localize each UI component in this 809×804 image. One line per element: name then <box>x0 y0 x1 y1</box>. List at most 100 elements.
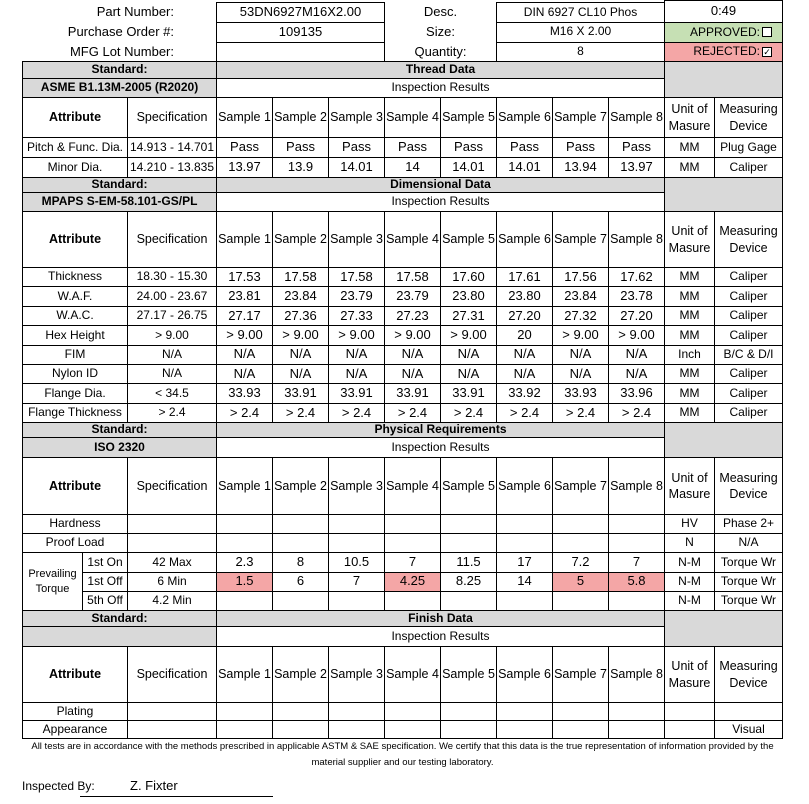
column-header: Attribute <box>22 211 128 268</box>
group-label: Prevailing Torque <box>22 552 83 611</box>
column-header: Sample 3 <box>328 97 385 138</box>
sample-value <box>496 720 553 739</box>
sample-value <box>552 702 609 721</box>
sample-value: 23.79 <box>328 286 385 307</box>
sample-value <box>552 720 609 739</box>
unit: N-M <box>664 571 715 592</box>
column-header: Sample 7 <box>552 211 609 268</box>
column-header: Sample 1 <box>216 211 273 268</box>
field-value: DIN 6927 CL10 Phos <box>496 2 665 23</box>
sample-value: 20 <box>496 325 553 346</box>
device: Phase 2+ <box>714 514 783 535</box>
column-header: Sample 4 <box>384 97 441 138</box>
column-header: Sample 3 <box>328 211 385 268</box>
checkbox: ✓ <box>762 47 772 57</box>
sample-value <box>216 533 273 554</box>
specification <box>127 702 217 721</box>
column-header: Sample 5 <box>440 646 497 703</box>
column-header: Sample 8 <box>608 97 665 138</box>
results-label: Inspection Results <box>216 626 665 647</box>
column-header: Sample 3 <box>328 646 385 703</box>
sample-value <box>384 720 441 739</box>
specification <box>127 720 217 739</box>
standard-label: Standard: <box>22 422 217 438</box>
sample-value <box>496 533 553 554</box>
attribute: Nylon ID <box>22 364 128 385</box>
device: N/A <box>714 533 783 554</box>
results-label: Inspection Results <box>216 78 665 98</box>
column-header: Attribute <box>22 97 128 138</box>
column-header: Sample 4 <box>384 457 441 515</box>
sample-value: N/A <box>272 344 329 365</box>
sample-value: N/A <box>608 364 665 385</box>
sample-value: 13.97 <box>608 157 665 178</box>
sample-value: N/A <box>440 364 497 385</box>
sample-value: N/A <box>552 344 609 365</box>
column-header: Unit of Masure <box>664 211 715 268</box>
gray-block <box>664 422 783 458</box>
sample-value: 27.36 <box>272 305 329 327</box>
sample-value: 33.96 <box>608 383 665 404</box>
column-header: Specification <box>127 457 217 515</box>
field-label: MFG Lot Number: <box>69 43 174 59</box>
column-header: Unit of Masure <box>664 646 715 703</box>
field-label: Quantity: <box>414 43 467 59</box>
specification: 27.17 - 26.75 <box>127 305 217 327</box>
sample-value: N/A <box>496 344 553 365</box>
column-header: Measuring Device <box>714 457 783 515</box>
column-header: Sample 1 <box>216 457 273 515</box>
results-label: Inspection Results <box>216 437 665 458</box>
sample-value: > 9.00 <box>608 325 665 346</box>
column-header: Sample 1 <box>216 97 273 138</box>
device: Torque Wr <box>714 590 783 611</box>
column-header: Sample 2 <box>272 97 329 138</box>
attribute: Flange Thickness <box>22 402 128 424</box>
column-header: Sample 5 <box>440 97 497 138</box>
specification: 14.210 - 13.835 <box>127 157 217 178</box>
specification: N/A <box>127 344 217 365</box>
sample-value: N/A <box>216 364 273 385</box>
field-value: 8 <box>496 42 665 62</box>
column-header: Specification <box>127 97 217 138</box>
sample-value: 4.25 <box>384 571 441 592</box>
sample-value: > 9.00 <box>216 325 273 346</box>
device: Caliper <box>714 286 783 307</box>
column-header: Sample 2 <box>272 457 329 515</box>
sample-value: 27.20 <box>496 305 553 327</box>
sample-value: N/A <box>384 364 441 385</box>
specification: 6 Min <box>127 571 217 592</box>
standard: ISO 2320 <box>22 437 217 458</box>
sample-value <box>384 514 441 535</box>
gray-block <box>664 177 783 212</box>
attribute: 1st On <box>82 552 128 573</box>
sample-value: 7 <box>608 552 665 573</box>
column-header: Sample 6 <box>496 97 553 138</box>
field-value: M16 X 2.00 <box>496 22 665 43</box>
standard-label: Standard: <box>22 61 217 79</box>
column-header: Sample 6 <box>496 457 553 515</box>
sample-value <box>440 514 497 535</box>
sample-value: > 2.4 <box>384 402 441 424</box>
column-header: Attribute <box>22 646 128 703</box>
attribute: Pitch & Func. Dia. <box>22 137 128 158</box>
standard-label: Standard: <box>22 610 217 627</box>
sample-value: 13.94 <box>552 157 609 178</box>
specification: 4.2 Min <box>127 590 217 611</box>
sample-value: 13.9 <box>272 157 329 178</box>
sample-value: 33.91 <box>328 383 385 404</box>
column-header: Unit of Masure <box>664 97 715 138</box>
column-header: Sample 2 <box>272 211 329 268</box>
unit: N <box>664 533 715 554</box>
sample-value <box>328 514 385 535</box>
sample-value: 23.84 <box>552 286 609 307</box>
sample-value <box>272 590 329 611</box>
field-value: 109135 <box>216 22 385 43</box>
device: B/C & D/I <box>714 344 783 365</box>
sample-value: 17.58 <box>384 267 441 288</box>
sample-value: 17.56 <box>552 267 609 288</box>
sample-value: 17.58 <box>272 267 329 288</box>
sample-value: 17.60 <box>440 267 497 288</box>
sample-value <box>440 590 497 611</box>
column-header: Sample 6 <box>496 646 553 703</box>
sample-value: 8.25 <box>440 571 497 592</box>
